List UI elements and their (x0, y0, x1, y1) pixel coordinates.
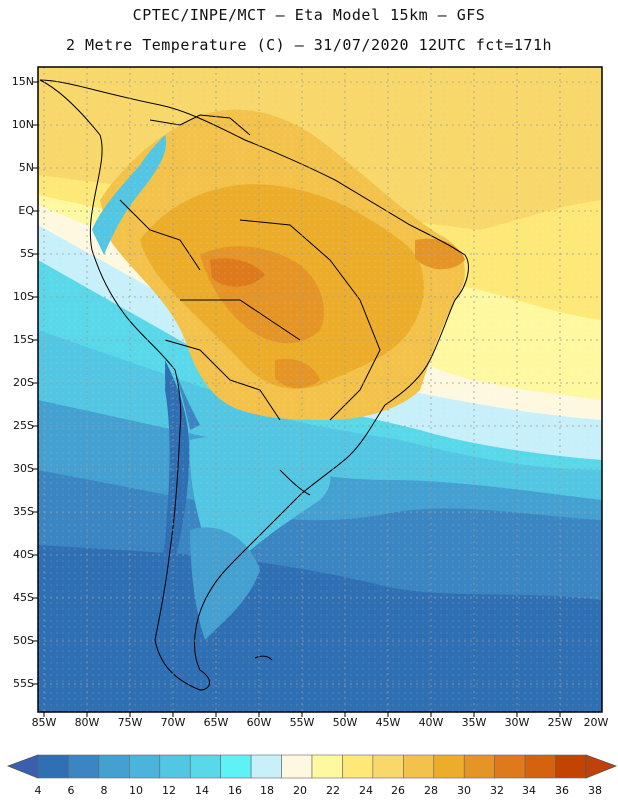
colorbar-cell (342, 754, 374, 779)
colorbar-cell (555, 754, 587, 779)
colorbar-cell (250, 754, 282, 779)
chart-title: CPTEC/INPE/MCT – Eta Model 15km – GFS (132, 6, 486, 24)
colorbar-label: 16 (228, 784, 242, 797)
coastline (39, 79, 469, 691)
colorbar-label: 18 (260, 784, 274, 797)
colorbar-label: 38 (588, 784, 602, 797)
colorbar-cell (403, 754, 435, 779)
colorbar-cell (311, 754, 343, 779)
lat-label: 35S (13, 505, 34, 518)
colorbar-cell (68, 754, 100, 779)
lon-label: 55W (289, 716, 315, 729)
colorbar-label: 34 (522, 784, 536, 797)
colorbar-label: 4 (34, 784, 42, 797)
colorbar-label: 22 (326, 784, 340, 797)
lon-label: 60W (246, 716, 272, 729)
colorbar-cell (433, 754, 465, 779)
colorbar-cell (159, 754, 191, 779)
lon-label: 40W (418, 716, 444, 729)
temperature-field (38, 67, 602, 712)
lon-label: 45W (375, 716, 401, 729)
colorbar-label: 32 (490, 784, 504, 797)
lon-label: 85W (31, 716, 57, 729)
lat-label: 40S (13, 548, 34, 561)
lat-label: 5N (18, 161, 34, 174)
colorbar-cell (372, 754, 404, 779)
colorbar-label: 26 (391, 784, 405, 797)
map-frame (37, 66, 603, 713)
lat-label: 5S (20, 247, 34, 260)
colorbar-cell (37, 754, 69, 779)
lon-label: 20W (583, 716, 609, 729)
colorbar-cell (98, 754, 130, 779)
lat-label: EQ (18, 204, 34, 217)
colorbar-under-arrow (6, 754, 39, 779)
colorbar-label: 36 (555, 784, 569, 797)
lat-label: 10N (11, 118, 34, 131)
lon-label: 25W (547, 716, 573, 729)
colorbar-cell (129, 754, 161, 779)
colorbar-label: 6 (67, 784, 75, 797)
colorbar-label: 28 (424, 784, 438, 797)
lon-label: 80W (74, 716, 100, 729)
lat-label: 50S (13, 634, 34, 647)
colorbar-cell (524, 754, 556, 779)
colorbar-label: 30 (457, 784, 471, 797)
colorbar-label: 14 (195, 784, 209, 797)
colorbar-label: 10 (129, 784, 143, 797)
colorbar-over-arrow (585, 754, 618, 779)
lat-label: 15S (13, 333, 34, 346)
lon-label: 50W (332, 716, 358, 729)
lon-label: 35W (461, 716, 487, 729)
colorbar-cell (220, 754, 252, 779)
colorbar-cell (189, 754, 221, 779)
lat-label: 25S (13, 419, 34, 432)
axis-ticks (33, 81, 561, 717)
lon-label: 75W (117, 716, 143, 729)
lat-label: 10S (13, 290, 34, 303)
colorbar-label: 12 (162, 784, 176, 797)
colorbar-cell (494, 754, 526, 779)
graticule (38, 67, 602, 712)
colorbar (6, 754, 618, 779)
lon-label: 30W (504, 716, 530, 729)
chart-subtitle: 2 Metre Temperature (C) – 31/07/2020 12U… (65, 36, 553, 54)
lat-label: 15N (11, 75, 34, 88)
colorbar-label: 20 (293, 784, 307, 797)
colorbar-cell (281, 754, 313, 779)
lat-label: 30S (13, 462, 34, 475)
lat-label: 55S (13, 677, 34, 690)
colorbar-cell (463, 754, 495, 779)
colorbar-label: 8 (100, 784, 108, 797)
lon-label: 65W (203, 716, 229, 729)
lon-label: 70W (160, 716, 186, 729)
colorbar-label: 24 (359, 784, 373, 797)
lat-label: 20S (13, 376, 34, 389)
lat-label: 45S (13, 591, 34, 604)
